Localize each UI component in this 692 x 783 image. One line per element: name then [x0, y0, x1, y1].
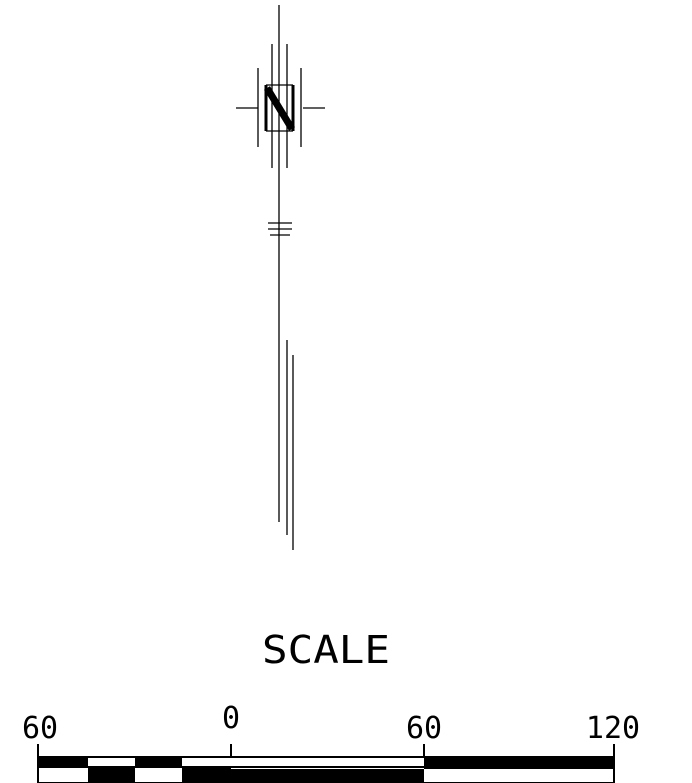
scale-tick-label: 0 — [222, 701, 240, 736]
scale-tick-label: 60 — [406, 711, 442, 746]
north-arrow — [236, 5, 325, 550]
scale-title: SCALE — [262, 628, 390, 672]
north-letter-n — [264, 85, 295, 131]
scale-tick-label: 120 — [586, 711, 640, 746]
scale-bar-subdivisions — [38, 757, 231, 783]
scale-tick-label: 60 — [22, 711, 58, 746]
